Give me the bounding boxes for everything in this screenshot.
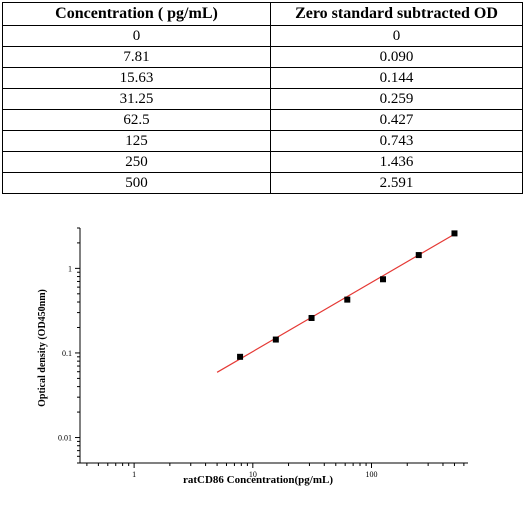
data-point bbox=[308, 314, 315, 321]
cell-concentration: 0 bbox=[2, 25, 271, 47]
y-tick-label: 0.1 bbox=[62, 349, 72, 358]
cell-od: 0.144 bbox=[270, 67, 523, 89]
cell-od: 0 bbox=[270, 25, 523, 47]
table-row: 15.63 0.144 bbox=[2, 67, 523, 89]
cell-od: 0.743 bbox=[270, 130, 523, 152]
chart-svg: 1 10 100 0.01 0.1 1 ratCD86 Concentration(pg/… bbox=[37, 227, 468, 486]
cell-od: 0.090 bbox=[270, 46, 523, 68]
axes-layer: 1 10 100 0.01 0.1 1 bbox=[58, 227, 468, 479]
cell-concentration: 62.5 bbox=[2, 109, 271, 131]
table-row: 7.81 0.090 bbox=[2, 46, 523, 68]
table-row: 125 0.743 bbox=[2, 130, 523, 152]
cell-od: 2.591 bbox=[270, 172, 523, 194]
data-point bbox=[344, 296, 351, 303]
standard-curve-table: Concentration ( pg/mL) Zero standard sub… bbox=[2, 2, 523, 194]
data-point bbox=[415, 252, 422, 259]
cell-concentration: 31.25 bbox=[2, 88, 271, 110]
cell-od: 0.259 bbox=[270, 88, 523, 110]
cell-concentration: 250 bbox=[2, 151, 271, 173]
x-tick-label: 100 bbox=[366, 470, 378, 479]
table-row: 31.25 0.259 bbox=[2, 88, 523, 110]
cell-concentration: 15.63 bbox=[2, 67, 271, 89]
cell-concentration: 500 bbox=[2, 172, 271, 194]
cell-od: 1.436 bbox=[270, 151, 523, 173]
cell-concentration: 125 bbox=[2, 130, 271, 152]
table-row: 500 2.591 bbox=[2, 172, 523, 194]
data-point bbox=[380, 276, 387, 283]
y-axis-label: Optical density (OD450nm) bbox=[37, 289, 48, 407]
y-tick-label: 0.01 bbox=[58, 434, 72, 443]
header-concentration: Concentration ( pg/mL) bbox=[2, 2, 271, 26]
data-point bbox=[237, 353, 244, 360]
points-layer bbox=[237, 230, 458, 360]
cell-od: 0.427 bbox=[270, 109, 523, 131]
y-tick-label: 1 bbox=[68, 264, 72, 273]
table-row: 250 1.436 bbox=[2, 151, 523, 173]
data-point bbox=[272, 336, 279, 343]
table-row: 62.5 0.427 bbox=[2, 109, 523, 131]
x-axis-label: ratCD86 Concentration(pg/mL) bbox=[183, 474, 333, 486]
cell-concentration: 7.81 bbox=[2, 46, 271, 68]
data-point bbox=[451, 230, 458, 237]
table-header-row: Concentration ( pg/mL) Zero standard sub… bbox=[2, 2, 523, 26]
x-tick-label: 1 bbox=[132, 470, 136, 479]
x-tick-label: 10 bbox=[249, 470, 257, 479]
standard-curve-chart: 1 10 100 0.01 0.1 1 ratCD86 Concentration(pg/… bbox=[0, 220, 525, 520]
header-od: Zero standard subtracted OD bbox=[270, 2, 523, 26]
